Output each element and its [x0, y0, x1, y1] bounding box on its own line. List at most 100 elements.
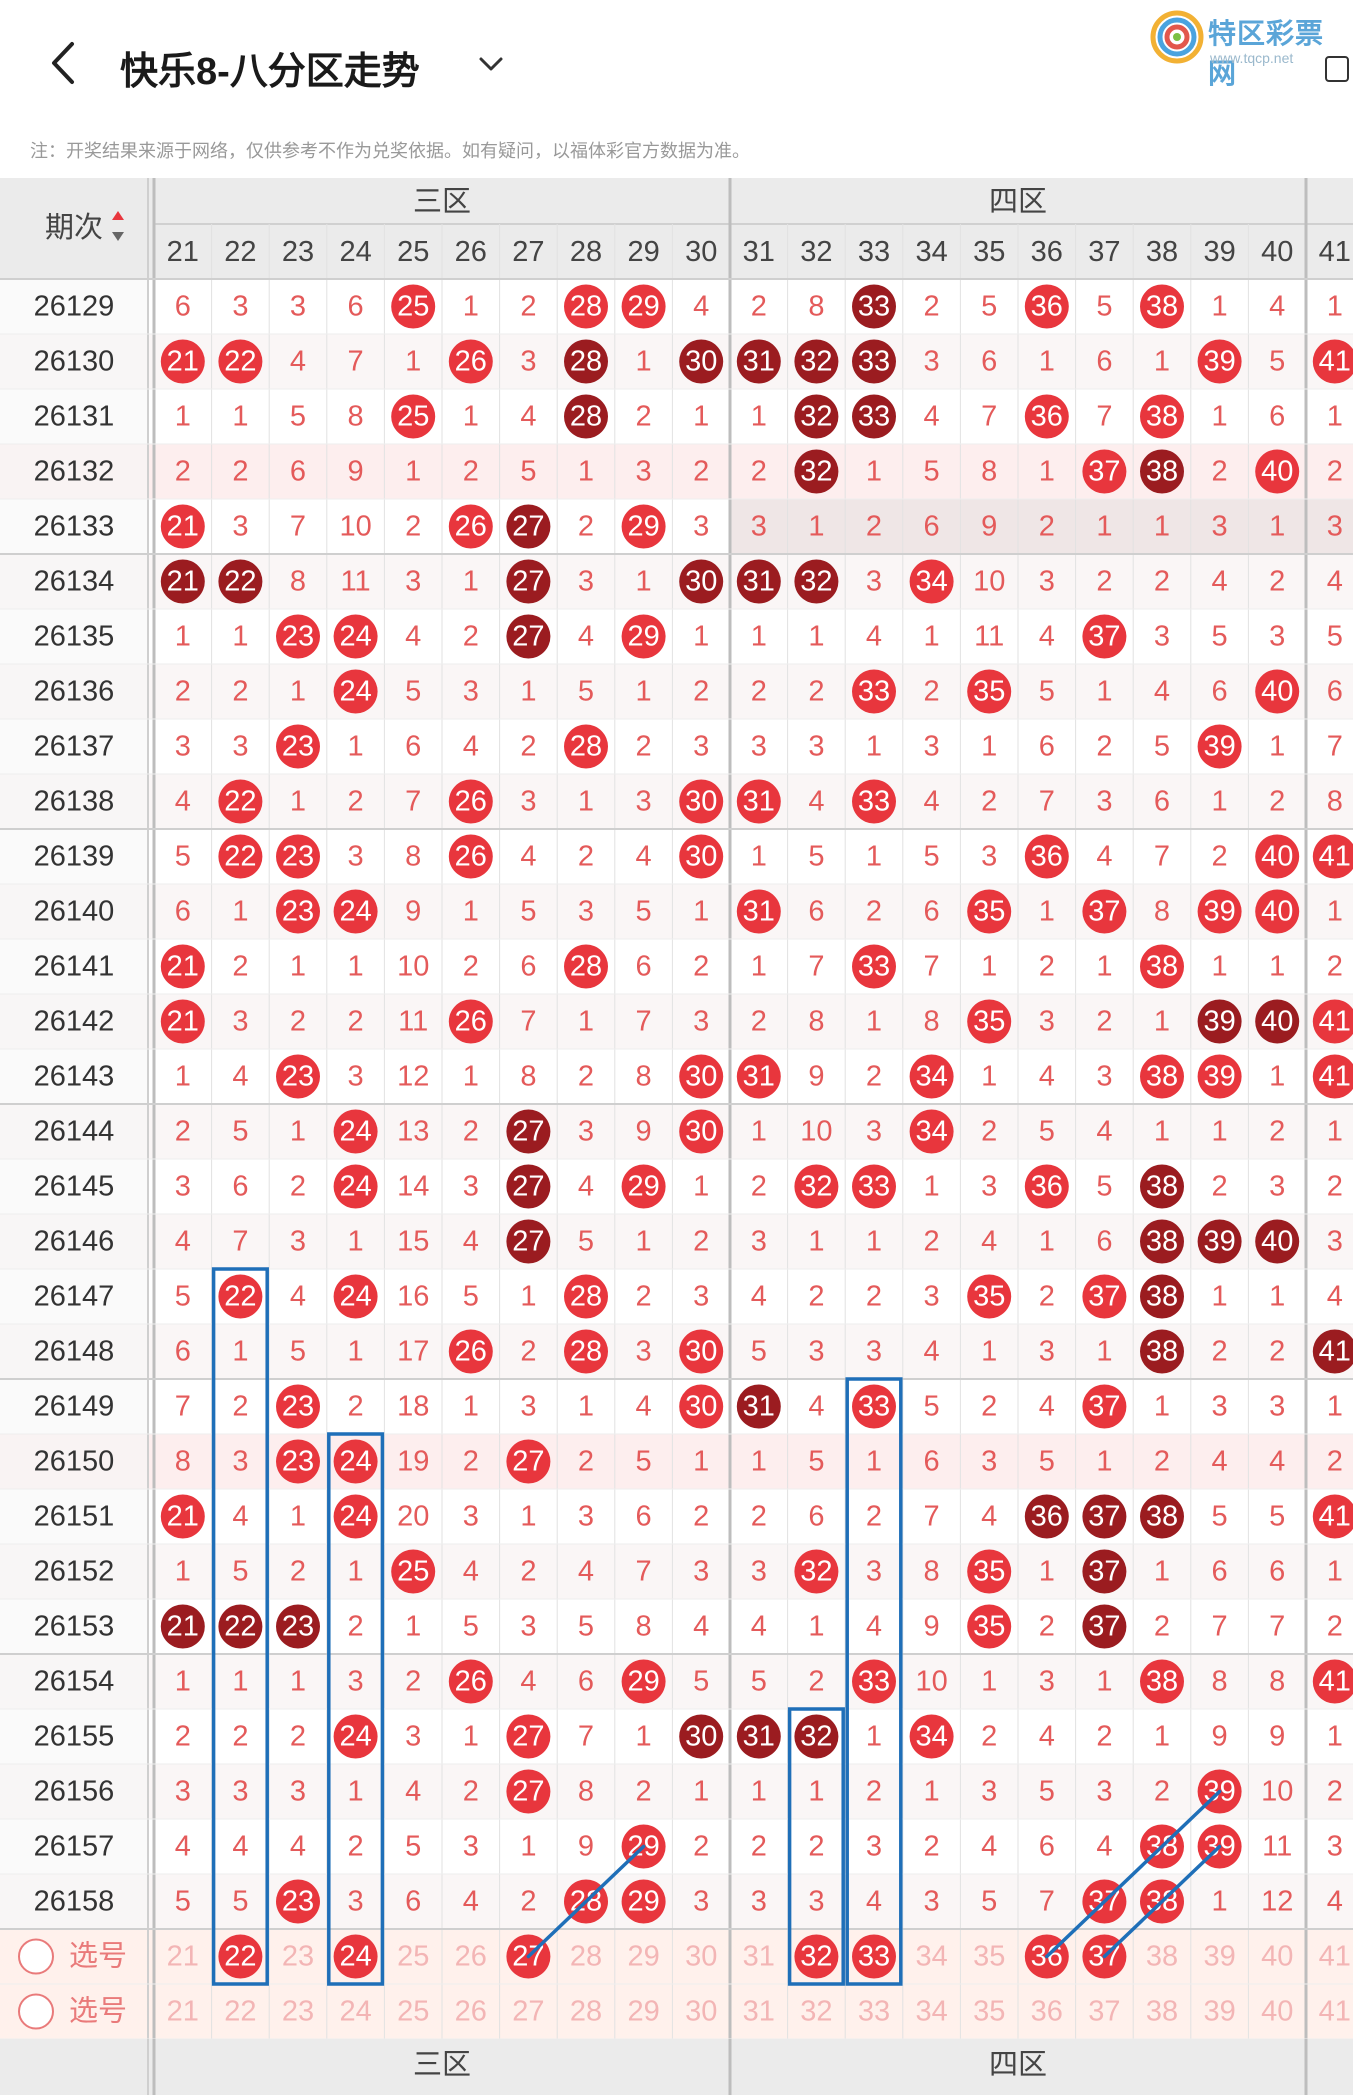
pick-number: 33	[858, 1941, 890, 1973]
miss-count: 1	[463, 401, 479, 433]
pick-number[interactable]: 30	[685, 1941, 717, 1973]
logo-text: 特区彩票网	[1208, 18, 1325, 89]
zone-label-3: 三区	[413, 186, 471, 218]
pick-number[interactable]: 38	[1146, 1996, 1178, 2028]
pick-ball-selected[interactable]	[852, 1934, 896, 1979]
pick-number[interactable]: 21	[167, 1996, 199, 2028]
miss-count: 6	[924, 511, 940, 543]
miss-count: 1	[1212, 1886, 1228, 1918]
miss-count: 3	[348, 841, 364, 873]
back-arrow-icon[interactable]	[44, 38, 84, 88]
hit-number: 22	[224, 1281, 256, 1313]
pick-number[interactable]: 33	[858, 1996, 890, 2028]
miss-count: 4	[924, 786, 940, 818]
pick-number[interactable]: 24	[339, 1996, 371, 2028]
pick-number[interactable]: 25	[397, 1996, 429, 2028]
hit-number: 40	[1261, 841, 1293, 873]
pick-number[interactable]: 40	[1261, 1996, 1293, 2028]
select-radio[interactable]	[18, 1993, 54, 2030]
hit-number: 38	[1146, 1501, 1178, 1533]
pick-number[interactable]: 30	[685, 1996, 717, 2028]
hit-ball	[967, 1604, 1012, 1649]
hit-number: 29	[627, 1666, 659, 1698]
pick-number[interactable]: 32	[800, 1996, 832, 2028]
miss-count: 6	[175, 896, 191, 928]
select-radio[interactable]	[18, 1938, 54, 1975]
pick-number[interactable]: 22	[224, 1996, 256, 2028]
hit-number: 23	[282, 1061, 314, 1093]
miss-count: 3	[693, 511, 709, 543]
pick-number[interactable]: 26	[455, 1941, 487, 1973]
miss-count: 3	[348, 1061, 364, 1093]
pick-number[interactable]: 28	[570, 1996, 602, 2028]
hit-number: 33	[858, 1171, 890, 1203]
miss-count: 5	[463, 1281, 479, 1313]
sort-up-icon[interactable]	[112, 211, 124, 220]
pick-number[interactable]: 28	[570, 1941, 602, 1973]
miss-count: 1	[1212, 401, 1228, 433]
miss-count: 2	[1096, 566, 1112, 598]
hit-number: 26	[455, 346, 487, 378]
miss-count: 4	[693, 1611, 709, 1643]
hit-number: 31	[743, 1391, 775, 1423]
pick-number[interactable]: 35	[973, 1941, 1005, 1973]
hit-ball	[448, 339, 493, 384]
miss-count: 8	[924, 1006, 940, 1038]
sort-down-icon[interactable]	[112, 232, 124, 241]
pick-number[interactable]: 29	[627, 1996, 659, 2028]
miss-count: 1	[463, 1061, 479, 1093]
hit-number: 24	[339, 1281, 371, 1313]
pick-number[interactable]: 25	[397, 1941, 429, 1973]
pick-number[interactable]: 21	[167, 1941, 199, 1973]
miss-count: 1	[924, 1171, 940, 1203]
hit-ball	[1140, 394, 1184, 439]
hit-ball	[1024, 284, 1069, 329]
pick-number[interactable]: 38	[1146, 1941, 1178, 1973]
pick-number[interactable]: 31	[743, 1996, 775, 2028]
hit-number: 36	[1031, 1171, 1063, 1203]
pick-number[interactable]: 23	[282, 1996, 314, 2028]
pick-number[interactable]: 31	[743, 1941, 775, 1973]
hit-ball	[448, 1329, 493, 1374]
miss-count: 3	[175, 1171, 191, 1203]
hit-number: 25	[397, 291, 429, 323]
hit-number: 21	[167, 566, 199, 598]
pick-number[interactable]: 27	[512, 1996, 544, 2028]
hit-number: 23	[282, 1611, 314, 1643]
pick-ball-selected[interactable]	[794, 1934, 839, 1979]
pick-number[interactable]: 41	[1319, 1941, 1351, 1973]
pick-number[interactable]: 39	[1203, 1996, 1235, 2028]
pick-number[interactable]: 37	[1088, 1996, 1120, 2028]
hit-ball	[1312, 999, 1353, 1044]
period-cell: 26146	[34, 1226, 115, 1258]
miss-count: 1	[1212, 291, 1228, 323]
period-cell: 26142	[34, 1006, 115, 1038]
hit-ball	[1082, 1549, 1127, 1594]
pick-number[interactable]: 39	[1203, 1941, 1235, 1973]
miss-count: 6	[175, 291, 191, 323]
pick-number[interactable]: 26	[455, 1996, 487, 2028]
pick-number[interactable]: 36	[1031, 1996, 1063, 2028]
miss-count: 2	[866, 1061, 882, 1093]
hit-ball	[564, 944, 608, 989]
pick-number[interactable]: 35	[973, 1996, 1005, 2028]
pick-ball-selected[interactable]	[333, 1934, 378, 1979]
hit-ball	[333, 614, 378, 659]
chevron-down-icon[interactable]	[476, 52, 506, 76]
miss-count: 6	[981, 346, 997, 378]
pick-number[interactable]: 23	[282, 1941, 314, 1973]
pick-number[interactable]: 40	[1261, 1941, 1293, 1973]
hit-number: 28	[570, 951, 602, 983]
pick-number[interactable]: 34	[915, 1941, 947, 1973]
period-cell: 26140	[34, 896, 115, 928]
miss-count: 2	[1154, 1776, 1170, 1808]
miss-count: 5	[1212, 1501, 1228, 1533]
miss-count: 1	[693, 1446, 709, 1478]
pick-number[interactable]: 41	[1319, 1996, 1351, 2028]
floating-menu-icon[interactable]	[1325, 56, 1349, 82]
pick-number[interactable]: 34	[915, 1996, 947, 2028]
pick-ball-selected[interactable]	[218, 1934, 263, 1979]
period-cell: 26148	[34, 1336, 115, 1368]
pick-number[interactable]: 29	[627, 1941, 659, 1973]
hit-ball	[1197, 1219, 1242, 1264]
